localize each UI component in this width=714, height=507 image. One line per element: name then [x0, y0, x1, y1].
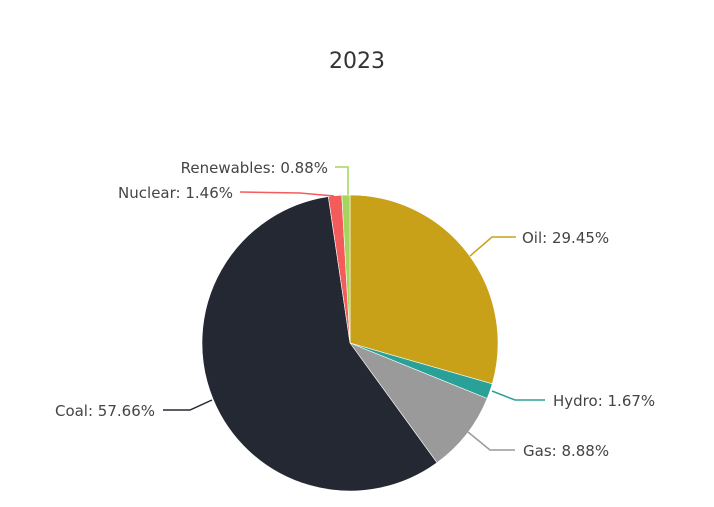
data-label-hydro: Hydro: 1.67% [553, 392, 655, 410]
pie-slice-renewables [341, 194, 351, 344]
data-label-oil: Oil: 29.45% [522, 229, 609, 247]
data-label-renewables: Renewables: 0.88% [181, 159, 328, 177]
pie-slice-gas [349, 342, 488, 464]
data-label-nuclear: Nuclear: 1.46% [118, 184, 233, 202]
leader-line-coal [163, 399, 213, 411]
pie-slice-oil [349, 194, 499, 385]
leader-line-oil [469, 236, 516, 257]
data-label-coal: Coal: 57.66% [55, 402, 155, 420]
leader-line-gas [467, 431, 515, 451]
pie-slice-coal [201, 196, 438, 492]
leader-line-nuclear [239, 191, 335, 197]
chart-title: 2023 [329, 49, 385, 74]
leader-line-hydro [491, 390, 545, 401]
data-label-gas: Gas: 8.88% [523, 442, 609, 460]
leader-line-renewables [335, 166, 349, 195]
